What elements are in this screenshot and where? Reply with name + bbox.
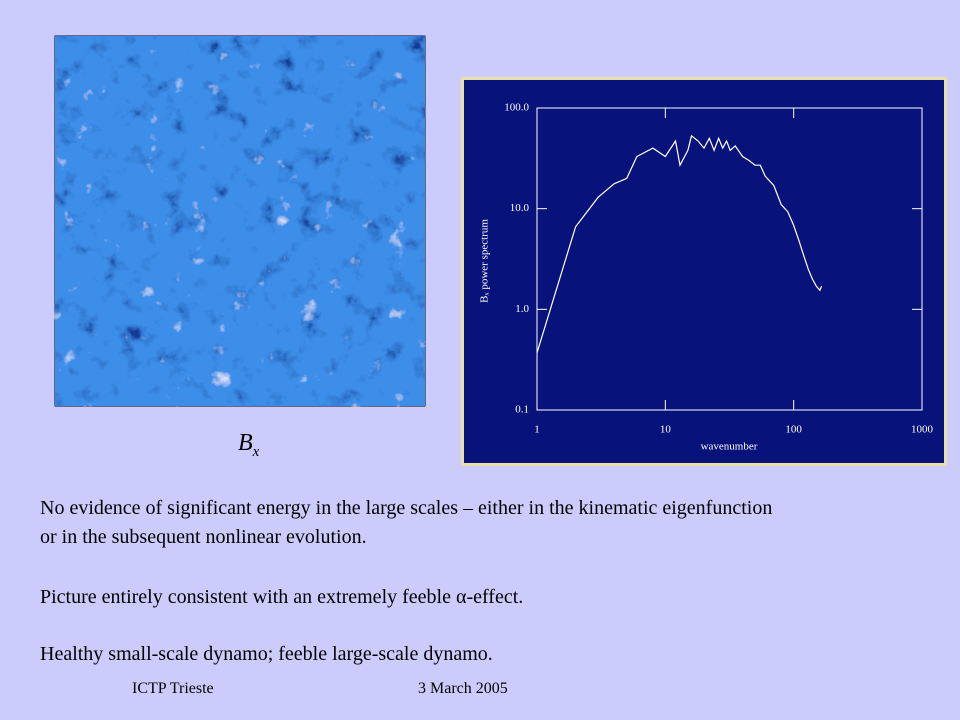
caption-subscript: x (252, 443, 260, 460)
x-tick-label: 100 (785, 424, 802, 436)
field-image (54, 35, 426, 407)
x-tick-label: 1000 (911, 424, 934, 436)
text-line: No evidence of significant energy in the… (40, 497, 773, 519)
plot-frame (536, 107, 923, 411)
text-line: Healthy small-scale dynamo; feeble large… (40, 643, 493, 665)
image-caption: Bx (238, 430, 259, 461)
paragraph: Healthy small-scale dynamo; feeble large… (40, 640, 493, 669)
y-tick-label: 100.0 (504, 102, 529, 114)
data-line (536, 134, 823, 353)
text-line: or in the subsequent nonlinear evolution… (40, 526, 367, 548)
caption-base: B (238, 430, 253, 456)
x-tick-label: 10 (660, 424, 672, 436)
footer-left: ICTP Trieste (132, 680, 214, 697)
y-tick-label: 10.0 (510, 202, 530, 214)
chart: wavenumber Bₓ power spectrum 1 10 100 1000 0… (461, 77, 947, 466)
chart-panel (461, 77, 947, 466)
footer-right: 3 March 2005 (418, 680, 508, 697)
paragraph: Picture entirely consistent with an extr… (40, 583, 523, 612)
x-tick-label: 1 (534, 424, 540, 436)
y-axis-label: Bₓ power spectrum (479, 219, 491, 303)
paragraph: No evidence of significant energy in the… (40, 494, 772, 552)
y-tick-label: 1.0 (515, 303, 529, 315)
text-line: Picture entirely consistent with an extr… (40, 586, 524, 608)
y-tick-label: 0.1 (515, 404, 529, 416)
x-axis-label: wavenumber (701, 441, 758, 453)
